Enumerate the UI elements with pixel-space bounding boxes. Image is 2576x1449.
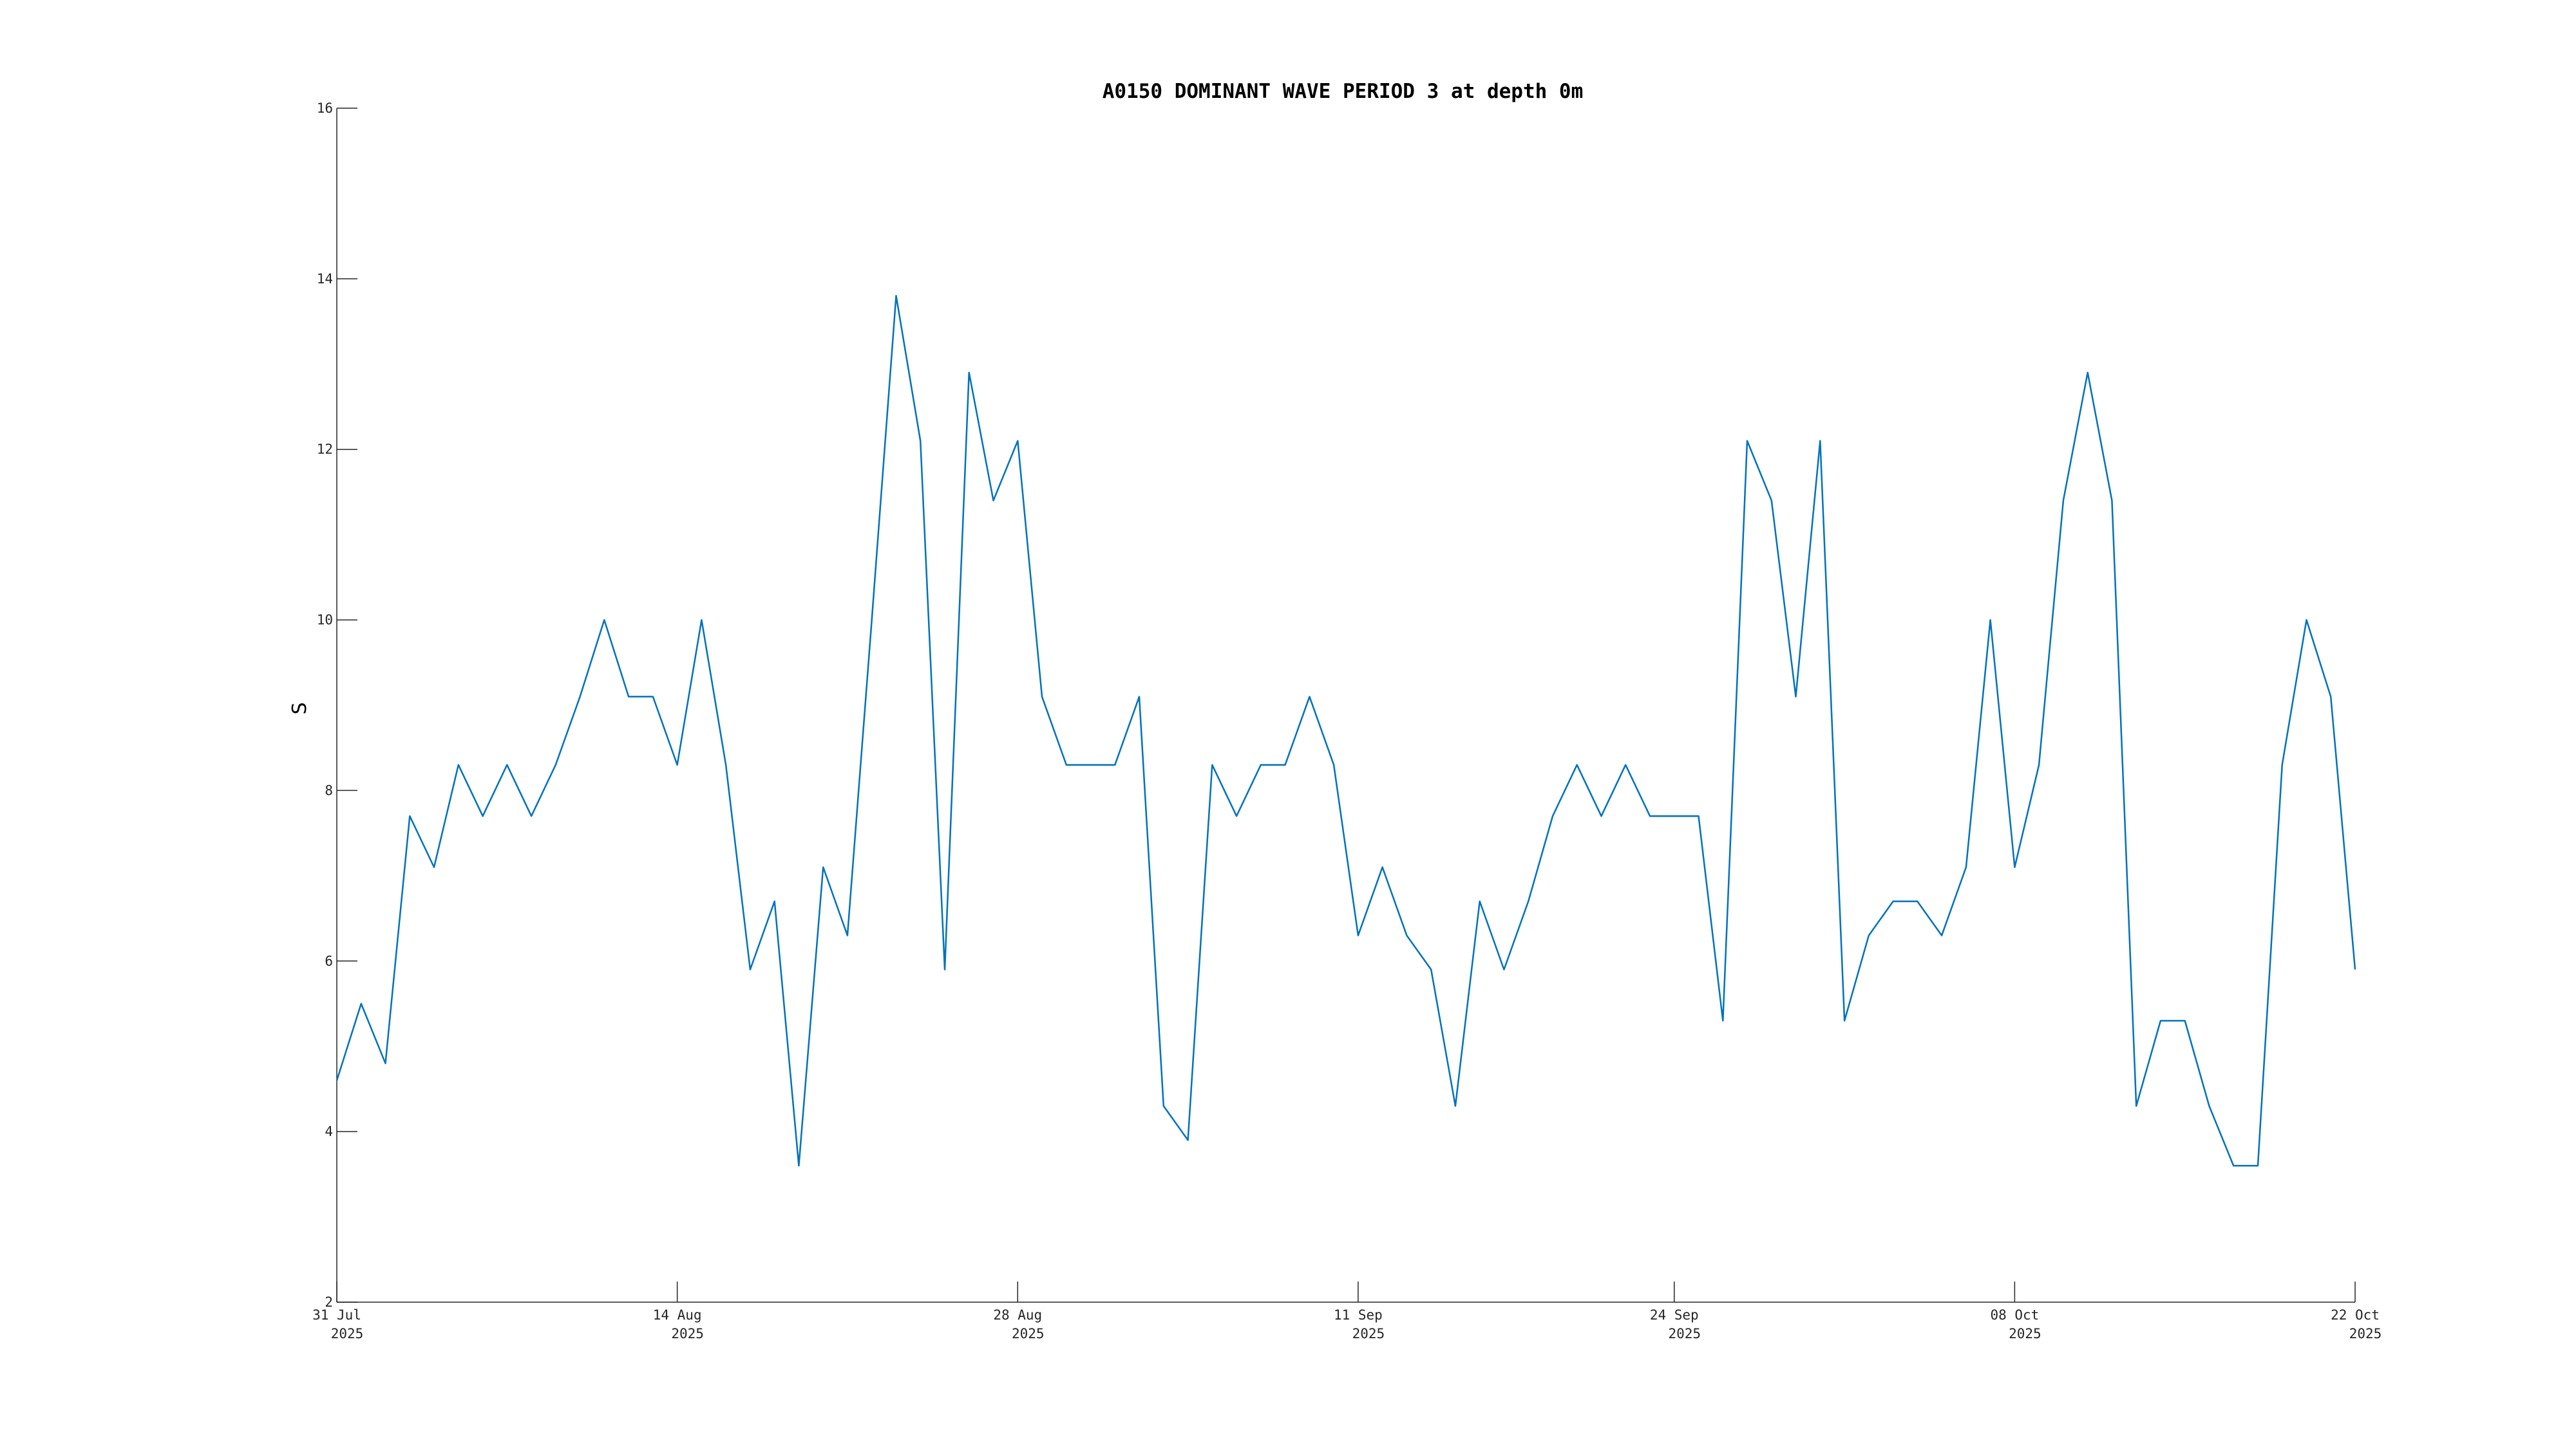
x-tick-label-year: 2025 xyxy=(1012,1326,1045,1341)
y-tick-label: 4 xyxy=(325,1124,333,1139)
x-tick-label-date: 28 Aug xyxy=(993,1307,1042,1323)
series-line-0 xyxy=(336,295,2356,1167)
y-tick-label: 12 xyxy=(317,442,333,457)
x-tick-label-year: 2025 xyxy=(1352,1326,1385,1341)
y-axis-label: S xyxy=(289,702,311,714)
y-tick-label: 2 xyxy=(325,1294,333,1310)
x-tick-label-date: 14 Aug xyxy=(653,1307,702,1323)
x-tick-label-date: 31 Jul xyxy=(312,1307,361,1323)
y-tick-label: 8 xyxy=(325,782,333,798)
x-tick-label-date: 11 Sep xyxy=(1334,1307,1383,1323)
x-tick-label-year: 2025 xyxy=(331,1326,364,1341)
x-tick-label-year: 2025 xyxy=(1668,1326,1701,1341)
y-tick-label: 6 xyxy=(325,953,333,969)
x-tick-label-year: 2025 xyxy=(671,1326,704,1341)
x-tick-label-year: 2025 xyxy=(2349,1326,2382,1341)
y-tick-label: 14 xyxy=(317,271,333,287)
y-tick-label: 10 xyxy=(317,612,333,628)
axes: 2 4 6 8 10 12 14 16 31 Jul 2025 14 Aug 2025 28 Aug 20… xyxy=(312,100,2382,1341)
x-tick-label-year: 2025 xyxy=(2009,1326,2041,1341)
x-tick-label-date: 22 Oct xyxy=(2331,1307,2380,1323)
x-tick-label-date: 24 Sep xyxy=(1650,1307,1699,1323)
series-layer xyxy=(336,295,2356,1167)
chart-title: A0150 DOMINANT WAVE PERIOD 3 at depth 0m xyxy=(1103,80,1584,103)
y-tick-label: 16 xyxy=(317,100,333,116)
x-tick-label-date: 08 Oct xyxy=(1990,1307,2039,1323)
